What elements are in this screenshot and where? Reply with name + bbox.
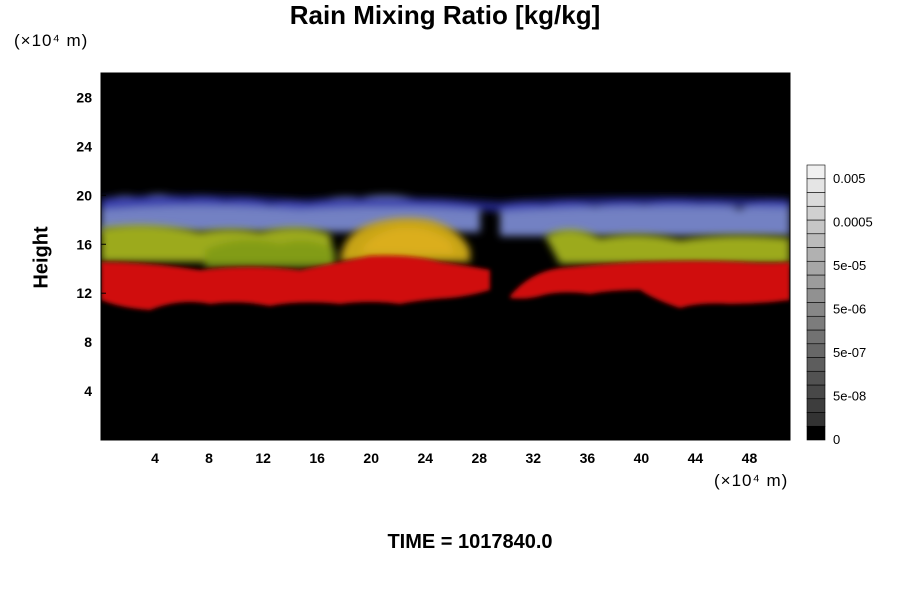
x-tick-label: 48 bbox=[742, 450, 758, 466]
x-axis: 4 8 12 16 20 24 28 32 36 40 44 48 bbox=[151, 435, 757, 466]
y-tick-label: 20 bbox=[76, 187, 92, 203]
colorbar-step bbox=[806, 164, 826, 180]
colorbar-step bbox=[806, 233, 826, 248]
rain-layer-green-right bbox=[545, 229, 790, 264]
colorbar-label: 0 bbox=[833, 432, 840, 447]
y-tick-label: 4 bbox=[84, 383, 92, 399]
rain-layer-darkblue bbox=[101, 195, 790, 212]
colorbar-step bbox=[806, 178, 826, 193]
rain-layer-blue-right bbox=[500, 200, 790, 236]
y-tick-label: 16 bbox=[76, 236, 92, 252]
rain-layer-red-right bbox=[510, 261, 790, 308]
colorbar-step bbox=[806, 315, 826, 331]
x-tick-label: 28 bbox=[471, 450, 487, 466]
colorbar-step bbox=[806, 247, 826, 262]
y-tick-label: 24 bbox=[76, 138, 92, 154]
x-tick-label: 36 bbox=[580, 450, 596, 466]
colorbar-step bbox=[806, 329, 826, 345]
colorbar-step bbox=[806, 425, 826, 441]
x-tick-label: 24 bbox=[417, 450, 433, 466]
x-tick-label: 20 bbox=[363, 450, 379, 466]
y-axis: 4 8 12 16 20 24 28 bbox=[76, 89, 106, 399]
rain-layer-yellow-core bbox=[360, 227, 455, 254]
x-tick-label: 44 bbox=[688, 450, 704, 466]
chart-title: Rain Mixing Ratio [kg/kg] bbox=[289, 0, 601, 30]
colorbar-step bbox=[806, 398, 826, 413]
colorbar-step bbox=[806, 412, 826, 427]
colorbar-step bbox=[806, 260, 826, 276]
colorbar-step bbox=[806, 357, 826, 372]
time-label: TIME = 1017840.0 bbox=[387, 531, 553, 553]
colorbar: 0.005 0.0005 5e-05 5e-06 5e-07 5e-08 0 bbox=[806, 164, 873, 447]
y-tick-label: 12 bbox=[76, 285, 92, 301]
rain-field bbox=[101, 194, 790, 310]
y-tick-label: 8 bbox=[84, 334, 92, 350]
x-tick-label: 12 bbox=[255, 450, 271, 466]
x-tick-label: 8 bbox=[205, 450, 213, 466]
colorbar-step bbox=[806, 343, 826, 358]
colorbar-step bbox=[806, 205, 826, 221]
x-tick-label: 16 bbox=[309, 450, 325, 466]
y-axis-unit: (×10⁴ m) bbox=[14, 31, 89, 50]
x-tick-label: 40 bbox=[634, 450, 650, 466]
colorbar-step bbox=[806, 288, 826, 303]
colorbar-label: 5e-08 bbox=[833, 389, 866, 404]
rain-layer-red-left bbox=[101, 255, 490, 310]
x-tick-label: 32 bbox=[526, 450, 542, 466]
colorbar-step bbox=[806, 192, 826, 207]
colorbar-step bbox=[806, 370, 826, 386]
colorbar-label: 0.005 bbox=[833, 171, 866, 186]
rain-layer-green-mid bbox=[205, 240, 335, 268]
colorbar-step bbox=[806, 219, 826, 235]
colorbar-step bbox=[806, 384, 826, 400]
colorbar-label: 0.0005 bbox=[833, 215, 873, 230]
colorbar-step bbox=[806, 274, 826, 290]
colorbar-label: 5e-05 bbox=[833, 258, 866, 273]
x-tick-label: 4 bbox=[151, 450, 159, 466]
colorbar-label: 5e-06 bbox=[833, 302, 866, 317]
x-axis-unit: (×10⁴ m) bbox=[714, 471, 789, 490]
colorbar-label: 5e-07 bbox=[833, 345, 866, 360]
y-tick-label: 28 bbox=[76, 89, 92, 105]
colorbar-step bbox=[806, 302, 826, 317]
